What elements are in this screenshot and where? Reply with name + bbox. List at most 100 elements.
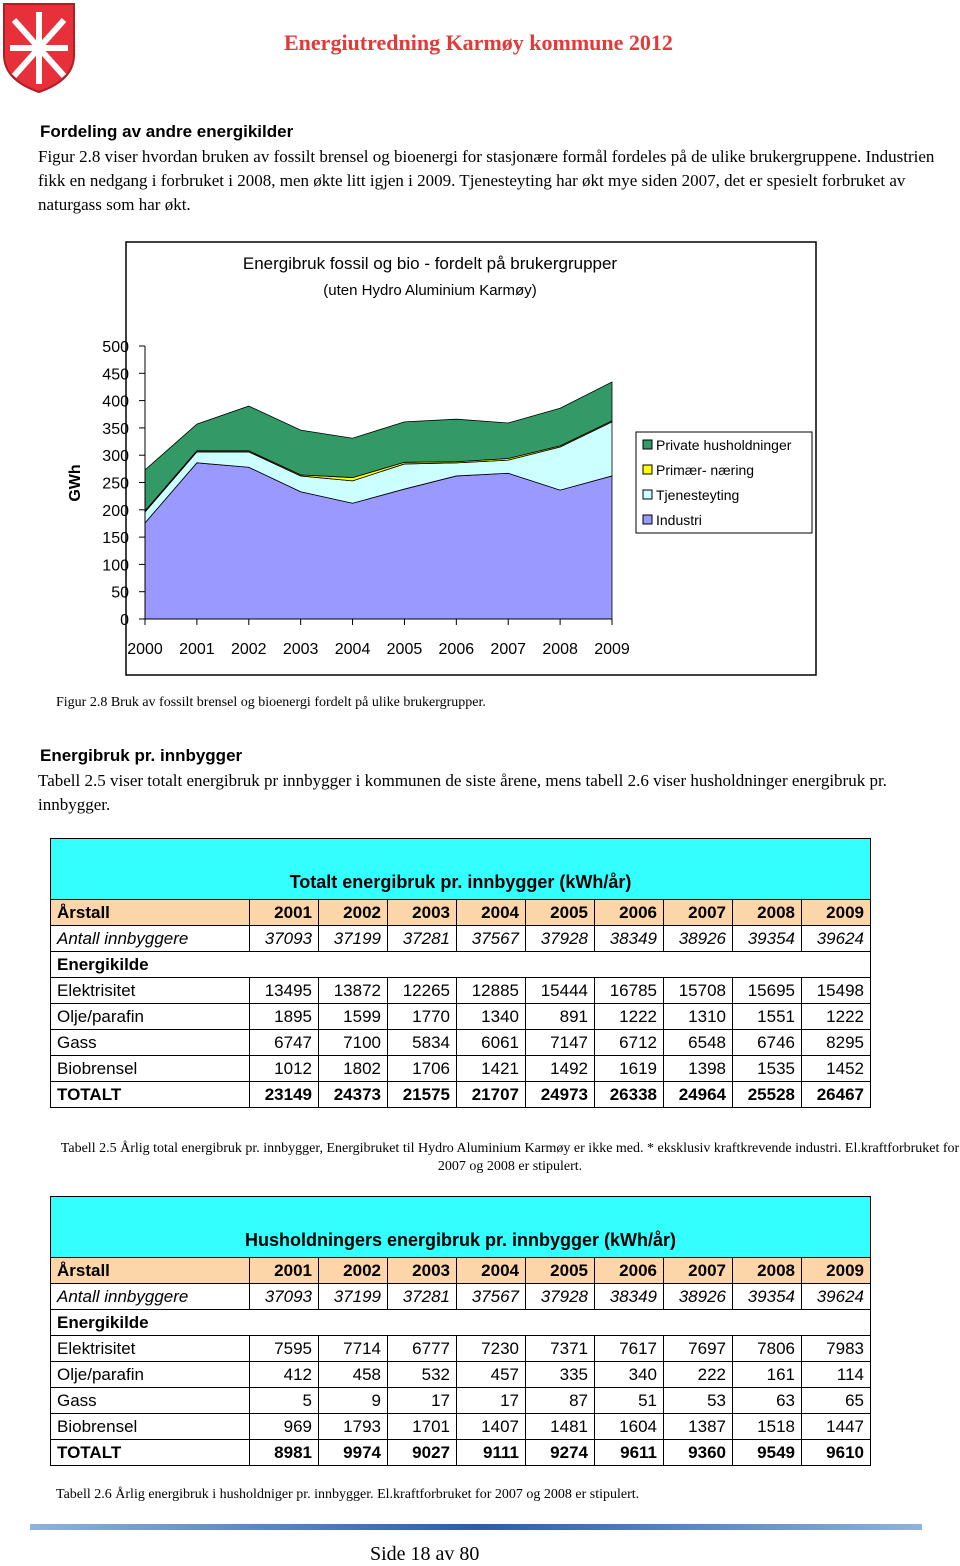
legend-label: Private husholdninger — [656, 437, 792, 453]
header-row: Årstall 2001 2002 2003 2004 2005 2006 2007 2008 2… — [50, 899, 871, 926]
cell: Elektrisitet — [50, 977, 250, 1004]
cell: 1310 — [663, 1003, 733, 1030]
page-number: Side 18 av 80 — [370, 1543, 480, 1565]
cell: Gass — [50, 1387, 250, 1414]
cell: 63 — [732, 1387, 802, 1414]
table-title: Husholdningers energibruk pr. innbygger … — [50, 1196, 871, 1258]
cell: 12265 — [387, 977, 457, 1004]
x-tick-label: 2000 — [127, 641, 163, 658]
x-tick-label: 2005 — [387, 641, 423, 658]
cell: 23149 — [249, 1081, 319, 1108]
cell: 1604 — [594, 1413, 664, 1440]
header-cell: 2002 — [318, 899, 388, 926]
cell: 340 — [594, 1361, 664, 1388]
legend-label: Industri — [656, 512, 702, 528]
cell: 53 — [663, 1387, 733, 1414]
table-caption: Tabell 2.5 Årlig total energibruk pr. in… — [60, 1141, 960, 1174]
row: TOTALT 8981 9974 9027 9111 9274 9611 9360 9549 96… — [50, 1439, 871, 1466]
cell: 5834 — [387, 1029, 457, 1056]
cell: 7100 — [318, 1029, 388, 1056]
cell: 9027 — [387, 1439, 457, 1466]
cell: TOTALT — [50, 1081, 250, 1108]
header-cell: 2007 — [663, 1257, 733, 1284]
cell: 12885 — [456, 977, 526, 1004]
header-cell: 2003 — [387, 1257, 457, 1284]
row: TOTALT 23149 24373 21575 21707 24973 26338 2496… — [50, 1081, 871, 1108]
heading: Energibruk pr. innbygger — [40, 746, 243, 765]
cell: Biobrensel — [50, 1413, 250, 1440]
row: Elektrisitet 13495 13872 12265 12885 15444 167… — [50, 977, 871, 1004]
header-cell: 2009 — [801, 1257, 871, 1284]
cell: 9974 — [318, 1439, 388, 1466]
cell: 9610 — [801, 1439, 871, 1466]
cell: Olje/parafin — [50, 1003, 250, 1030]
cell: 37093 — [249, 925, 319, 952]
cell: 412 — [249, 1361, 319, 1388]
legend-swatch — [642, 489, 653, 500]
cell: 6777 — [387, 1335, 457, 1362]
cell: 457 — [456, 1361, 526, 1388]
cell: 1387 — [663, 1413, 733, 1440]
cell: 37567 — [456, 925, 526, 952]
cell: 1770 — [387, 1003, 457, 1030]
cell: 1012 — [249, 1055, 319, 1082]
row: Biobrensel 1012 1802 1706 1421 1492 1619 1398 15… — [50, 1055, 871, 1082]
row: Gass 5 9 17 17 87 51 53 63 65 — [50, 1387, 871, 1414]
cell: 9274 — [525, 1439, 595, 1466]
header-cell: 2001 — [249, 1257, 319, 1284]
y-tick-label: 400 — [102, 394, 129, 411]
cell: 37281 — [387, 925, 457, 952]
title-row: Husholdningers energibruk pr. innbygger … — [50, 1196, 871, 1258]
cell: 1452 — [801, 1055, 871, 1082]
legend-label: Tjenesteyting — [656, 487, 739, 503]
x-tick-label: 2006 — [439, 641, 475, 658]
cell: 7230 — [456, 1335, 526, 1362]
cell: 9360 — [663, 1439, 733, 1466]
cell: 8981 — [249, 1439, 319, 1466]
paragraph: Tabell 2.5 viser totalt energibruk pr in… — [38, 771, 887, 814]
x-tick-label: 2004 — [335, 641, 371, 658]
header-cell: 2004 — [456, 1257, 526, 1284]
cell: Energikilde — [50, 951, 871, 978]
cell: 17 — [387, 1387, 457, 1414]
cell: 1895 — [249, 1003, 319, 1030]
cell: 222 — [663, 1361, 733, 1388]
cell: 21707 — [456, 1081, 526, 1108]
cell: 6746 — [732, 1029, 802, 1056]
row: Antall innbyggere 37093 37199 37281 37567 379… — [50, 1283, 871, 1310]
y-tick-label: 50 — [111, 585, 129, 602]
cell: 37567 — [456, 1283, 526, 1310]
x-tick-label: 2001 — [179, 641, 215, 658]
cell: 1447 — [801, 1413, 871, 1440]
row: Olje/parafin 412 458 532 457 335 340 222 161 114 — [50, 1361, 871, 1388]
y-tick-label: 350 — [102, 421, 129, 438]
cell: 1793 — [318, 1413, 388, 1440]
header-cell: 2003 — [387, 899, 457, 926]
cell: 39354 — [732, 1283, 802, 1310]
cell: 1407 — [456, 1413, 526, 1440]
cell: 39624 — [801, 1283, 871, 1310]
cell: 16785 — [594, 977, 664, 1004]
table: Husholdningers energibruk pr. innbygger … — [50, 1196, 871, 1466]
x-tick-label: 2007 — [490, 641, 526, 658]
cell: 51 — [594, 1387, 664, 1414]
cell: 25528 — [732, 1081, 802, 1108]
y-axis-label: GWh — [67, 464, 84, 501]
cell: 1222 — [801, 1003, 871, 1030]
cell: 15498 — [801, 977, 871, 1004]
cell: 39624 — [801, 925, 871, 952]
cell: 891 — [525, 1003, 595, 1030]
cell: 7371 — [525, 1335, 595, 1362]
row: Olje/parafin 1895 1599 1770 1340 891 1222 1310 1… — [50, 1003, 871, 1030]
table: Totalt energibruk pr. innbygger (kWh/år)… — [50, 838, 871, 1108]
header-title: Energiutredning Karmøy kommune 2012 — [284, 30, 673, 55]
heading: Fordeling av andre energikilder — [40, 122, 294, 141]
cell: 37281 — [387, 1283, 457, 1310]
cell: 15444 — [525, 977, 595, 1004]
cell: 161 — [732, 1361, 802, 1388]
header-cell: 2005 — [525, 899, 595, 926]
legend-swatch — [642, 514, 653, 525]
paragraph: Figur 2.8 viser hvordan bruken av fossil… — [38, 147, 935, 214]
cell: Biobrensel — [50, 1055, 250, 1082]
header-cell: 2005 — [525, 1257, 595, 1284]
